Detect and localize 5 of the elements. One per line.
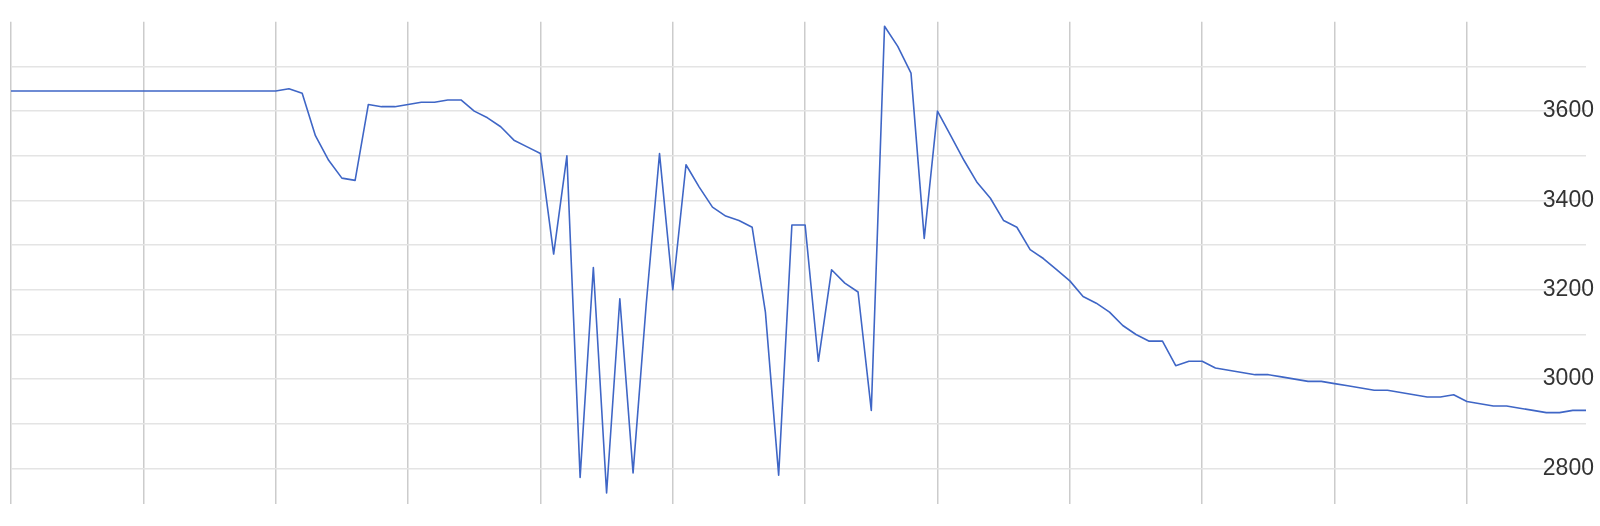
y-tick-label: 3600 [1542,96,1594,123]
y-tick-label: 2800 [1542,453,1594,480]
y-tick-label: 3000 [1542,364,1594,391]
y-tick-label: 3200 [1542,275,1594,302]
y-tick-label: 3400 [1542,185,1594,212]
